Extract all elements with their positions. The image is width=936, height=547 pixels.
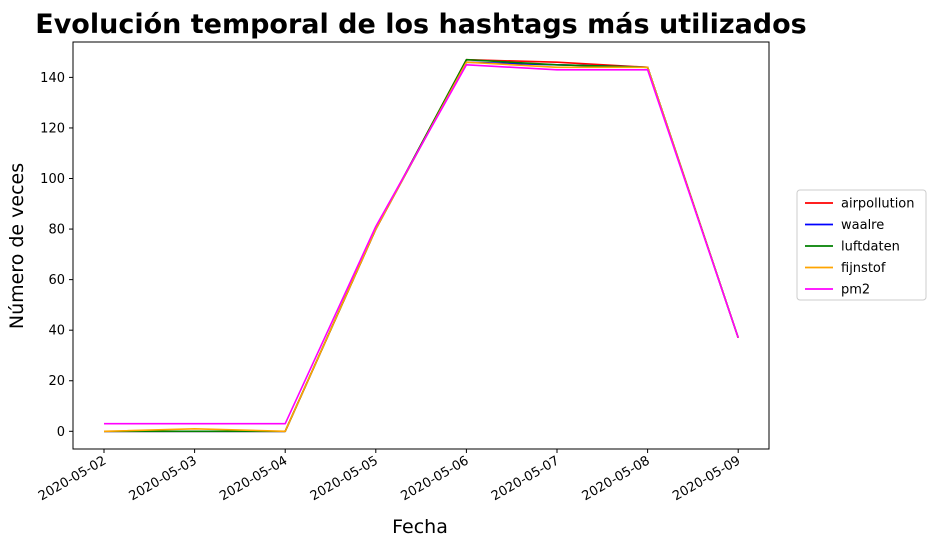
legend-label: luftdaten (841, 240, 900, 255)
legend-label: pm2 (841, 283, 870, 298)
series-line-waalre (104, 61, 739, 433)
series-line-fijnstof (103, 61, 739, 433)
x-tick-label: 2020-05-02 (36, 453, 109, 504)
legend-label: airpollution (841, 197, 915, 212)
x-tick-label: 2020-05-06 (398, 453, 471, 504)
series-line-airpollution (104, 58, 739, 433)
y-tick-label: 20 (48, 374, 65, 389)
legend-label: waalre (841, 218, 884, 233)
legend-label: fijnstof (841, 261, 886, 276)
y-tick-label: 0 (57, 425, 65, 440)
series-line-luftdaten (104, 58, 739, 433)
legend-box (796, 189, 927, 301)
y-tick-label: 120 (40, 121, 65, 136)
x-tick-label: 2020-05-08 (580, 453, 653, 504)
y-tick-label: 140 (40, 71, 65, 86)
y-tick-label: 80 (48, 223, 65, 238)
chart-title: Evolución temporal de los hashtags más u… (35, 9, 807, 40)
y-tick-label: 60 (48, 273, 65, 288)
series-line-pm2 (104, 64, 739, 425)
y-tick-label: 40 (48, 324, 65, 339)
x-tick-label: 2020-05-09 (670, 453, 743, 504)
y-axis-label: Número de veces (6, 163, 28, 329)
x-axis-label: Fecha (392, 516, 448, 538)
x-tick-label: 2020-05-04 (217, 453, 290, 504)
x-tick-label: 2020-05-07 (489, 453, 562, 504)
plot-frame (72, 41, 770, 450)
plot-area: 0 20 40 60 80 100 120 140 2020-05-02 2020-05-03 20… (36, 41, 770, 504)
x-tick-label: 2020-05-03 (127, 453, 200, 504)
legend: airpollution waalre luftdaten fijnstof pm2 (796, 189, 927, 301)
x-tick-label: 2020-05-05 (308, 453, 381, 504)
y-tick-label: 100 (40, 172, 65, 187)
